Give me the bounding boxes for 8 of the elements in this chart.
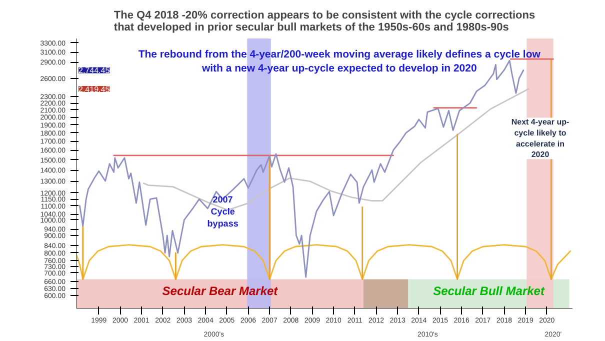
annotation: 2,419.45 [78,84,110,94]
annotation: 2007 Cycle bypass [207,194,238,228]
chart-title: The Q4 2018 -20% correction appears to be consistent with the cycle corrections that developed in prior secular bull markets of the 1950s-60s and 1980s-90s [114,10,536,34]
series-label: Secular Bull Market [433,284,546,298]
series-label: Secular Bear Market [162,284,279,298]
annotation: 2,744.45 [78,66,110,76]
annotation: The rebound from the 4-year/200-week moving average likely defines a cycle low with a new 4-year up-cycle expected to develop in 2020 [138,48,542,75]
annotation: Next 4-year up- cycle likely to accelerate in 2020 [511,118,570,160]
